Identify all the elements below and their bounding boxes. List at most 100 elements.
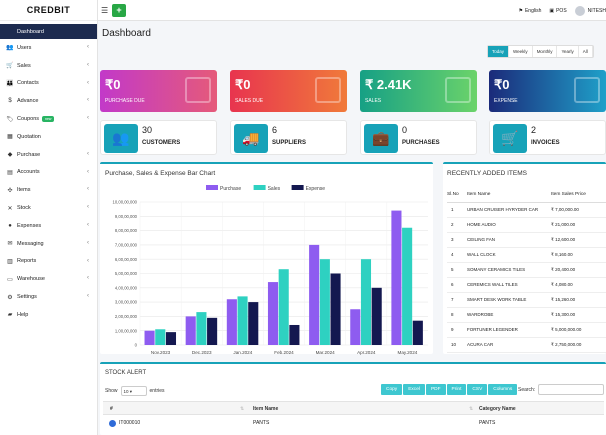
export-columns-button[interactable]: Columns (488, 384, 518, 395)
entries-select[interactable]: 10 ▾ (120, 386, 147, 396)
sidebar-item-accounts[interactable]: ▤ Accounts ‹ (0, 164, 97, 182)
col-item-name[interactable]: Item Name (253, 406, 279, 412)
bar-expense[interactable] (289, 324, 300, 345)
bar-expense[interactable] (248, 302, 259, 345)
stat-label: EXPENSE (494, 98, 518, 104)
bar-purchase[interactable] (185, 316, 196, 345)
stock-icon: ✕ (7, 205, 13, 212)
stat-value: ₹0 (494, 77, 510, 92)
stat-decor-icon (185, 77, 211, 103)
legend-swatch-sales (253, 185, 266, 190)
bar-expense[interactable] (371, 287, 382, 345)
table-cell: 7 (447, 292, 467, 308)
sidebar-item-expenses[interactable]: ● Expenses ‹ (0, 217, 97, 235)
sidebar-item-messaging[interactable]: ✉ Messaging ‹ (0, 235, 97, 253)
pos-link[interactable]: ▣ POS (549, 7, 567, 14)
brand-logo[interactable]: CREDBIT (0, 0, 97, 21)
recent-col-header: Sl.No (447, 187, 467, 203)
filter-weekly[interactable]: Weekly (509, 46, 533, 57)
chevron-left-icon: ‹ (87, 61, 89, 68)
sort-icon: ⇅ (240, 406, 245, 412)
sidebar-item-contacts[interactable]: 👪 Contacts ‹ (0, 75, 97, 93)
recent-items-title: RECENTLY ADDED ITEMS (447, 170, 527, 177)
expand-row-icon[interactable] (109, 420, 116, 427)
bar-purchase[interactable] (226, 299, 237, 345)
sidebar-item-reports[interactable]: ▥ Reports ‹ (0, 253, 97, 271)
sidebar-item-dashboard[interactable]: Dashboard (0, 24, 97, 39)
topbar: ☰ + ⚑ English ▣ POS NITESH (98, 0, 606, 21)
filter-all[interactable]: All (579, 46, 593, 57)
bar-expense[interactable] (412, 320, 423, 345)
stock-alert-panel: STOCK ALERT Show 10 ▾ entries Copy Excel P… (100, 362, 606, 435)
bar-purchase[interactable] (391, 210, 402, 345)
user-menu[interactable]: NITESH (574, 5, 606, 16)
hamburger-icon[interactable]: ☰ (101, 6, 109, 15)
sidebar-item-advance[interactable]: $ Advance ‹ (0, 92, 97, 110)
bar-sales[interactable] (196, 312, 207, 345)
sidebar-item-help[interactable]: ▰ Help (0, 306, 97, 324)
col-hash[interactable]: # (110, 406, 113, 412)
sidebar-item-label: Reports (17, 258, 37, 265)
bar-sales[interactable] (402, 227, 413, 345)
sidebar-item-items[interactable]: ✣ Items ‹ (0, 181, 97, 199)
bar-sales[interactable] (237, 296, 248, 345)
bar-expense[interactable] (330, 273, 341, 346)
stat-card-sales[interactable]: ₹ 2.41K SALES (360, 70, 477, 112)
language-selector[interactable]: ⚑ English (518, 7, 542, 14)
quick-add-button[interactable]: + (112, 4, 126, 17)
table-row: 7 SMART DESK WORK TABLE ₹ 15,260.00 (447, 292, 606, 308)
customers-icon: 👥 (104, 124, 138, 153)
info-card-suppliers[interactable]: 🚚 6 SUPPLIERS (230, 120, 347, 155)
sidebar-item-purchase[interactable]: ◆ Purchase ‹ (0, 146, 97, 164)
export-pdf-button[interactable]: PDF (425, 384, 446, 395)
filter-monthly[interactable]: Monthly (533, 46, 558, 57)
stat-card-sales-due[interactable]: ₹0 SALES DUE (230, 70, 347, 112)
bar-sales[interactable] (278, 269, 289, 345)
sidebar-item-users[interactable]: 👥 Users ‹ (0, 39, 97, 57)
cart-icon: 🛒 (6, 63, 14, 70)
sidebar-item-sales[interactable]: 🛒 Sales ‹ (0, 57, 97, 75)
info-card-purchases[interactable]: 💼 0 PURCHASES (360, 120, 477, 155)
bar-sales[interactable] (319, 259, 330, 345)
bar-expense[interactable] (207, 317, 218, 345)
sidebar: CREDBIT Dashboard 👥 Users ‹ 🛒 Sales ‹ 👪 Contact… (0, 0, 98, 435)
stock-table-header: # ⇅ Item Name ⇅ Category Name (103, 401, 604, 415)
sidebar-item-coupons[interactable]: 🏷 Coupons new ‹ (0, 110, 97, 128)
col-category-name[interactable]: Category Name (479, 406, 516, 412)
stat-card-purchase-due[interactable]: ₹0 PURCHASE DUE (100, 70, 217, 112)
chevron-left-icon: ‹ (87, 186, 89, 193)
info-card-customers[interactable]: 👥 30 CUSTOMERS (100, 120, 217, 155)
table-cell: ₹ 2,750,000.00 (551, 337, 606, 353)
filter-today[interactable]: Today (488, 46, 510, 57)
export-excel-button[interactable]: Excel (403, 384, 425, 395)
sidebar-item-quotation[interactable]: ▦ Quotation (0, 128, 97, 146)
table-cell: HOME AUDIO (467, 217, 551, 233)
bar-purchase[interactable] (309, 244, 320, 345)
stat-card-expense[interactable]: ₹0 EXPENSE (489, 70, 606, 112)
chevron-left-icon: ‹ (87, 275, 89, 282)
legend-label-expense: Expense (306, 186, 326, 192)
bar-expense[interactable] (165, 332, 177, 345)
sidebar-item-stock[interactable]: ✕ Stock ‹ (0, 199, 97, 217)
info-card-invoices[interactable]: 🛒 2 INVOICES (489, 120, 606, 155)
bar-purchase[interactable] (350, 309, 361, 345)
export-copy-button[interactable]: Copy (381, 384, 403, 395)
search-input[interactable] (538, 384, 604, 395)
recent-items-table: Sl.No Item Name Item Sales Price 1 URBAN CRU… (447, 187, 606, 353)
bar-sales[interactable] (155, 329, 166, 345)
bar-purchase[interactable] (144, 330, 155, 345)
sidebar-item-label: Items (17, 187, 31, 194)
info-name: CUSTOMERS (142, 140, 181, 146)
recent-col-header: Item Sales Price (551, 187, 606, 203)
x-tick-label: Apr.2024 (357, 350, 376, 355)
table-cell: ₹ 15,300.00 (551, 307, 606, 323)
export-print-button[interactable]: Print (446, 384, 467, 395)
stat-label: SALES (365, 98, 382, 104)
bar-sales[interactable] (360, 259, 372, 345)
sidebar-item-warehouse[interactable]: ▭ Warehouse ‹ (0, 270, 97, 288)
chevron-left-icon: ‹ (87, 44, 89, 50)
export-csv-button[interactable]: CSV (467, 384, 488, 395)
bar-purchase[interactable] (267, 282, 279, 345)
filter-yearly[interactable]: Yearly (557, 46, 579, 57)
sidebar-item-settings[interactable]: ⚙ Settings ‹ (0, 288, 97, 306)
